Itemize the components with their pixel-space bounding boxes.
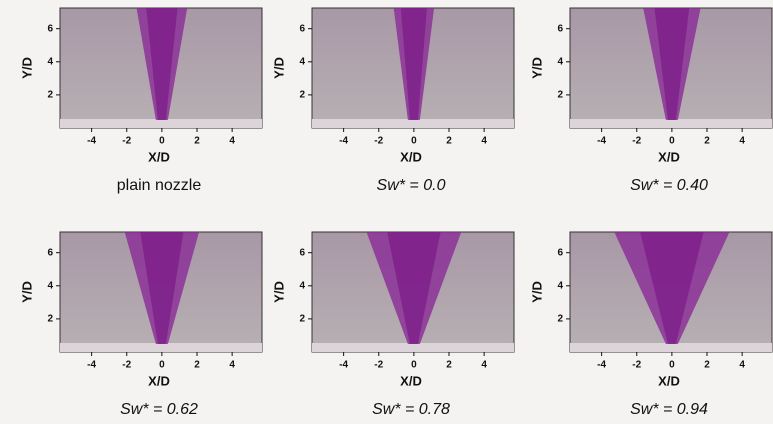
- y-axis-title: Y/D: [271, 281, 286, 303]
- y-axis-title: Y/D: [19, 281, 34, 303]
- x-tick-label: 0: [669, 360, 675, 371]
- x-tick-label: -2: [122, 136, 131, 147]
- caption: plain nozzle: [117, 177, 202, 194]
- y-tick-label: 6: [47, 247, 53, 258]
- panel: -4 -2 0 2 4 2 4 6 X/D Y/D Sw* = 0.40: [529, 7, 773, 194]
- x-axis-title: X/D: [400, 373, 422, 388]
- panel: -4 -2 0 2 4 2 4 6 X/D Y/D Sw* = 0.62: [19, 231, 263, 418]
- y-tick-label: 2: [299, 90, 305, 101]
- x-tick-label: -2: [632, 360, 641, 371]
- y-tick-label: 6: [557, 247, 563, 258]
- x-tick-label: 0: [159, 136, 165, 147]
- y-tick-label: 2: [299, 314, 305, 325]
- x-tick-label: -2: [374, 136, 383, 147]
- x-axis-title: X/D: [148, 149, 170, 164]
- panel: -4 -2 0 2 4 2 4 6 X/D Y/D Sw* = 0.78: [271, 231, 515, 418]
- x-tick-label: 2: [704, 360, 710, 371]
- y-tick-label: 6: [47, 23, 53, 34]
- nozzle-plate: [312, 343, 514, 352]
- x-tick-label: 4: [739, 360, 745, 371]
- y-tick-label: 6: [299, 247, 305, 258]
- panel: -4 -2 0 2 4 2 4 6 X/D Y/D Sw* = 0.0: [271, 7, 515, 194]
- caption: Sw* = 0.94: [630, 401, 708, 418]
- x-tick-label: -2: [632, 136, 641, 147]
- x-tick-label: -2: [374, 360, 383, 371]
- x-tick-label: -4: [339, 360, 348, 371]
- plume-core: [400, 8, 427, 120]
- y-tick-label: 6: [557, 23, 563, 34]
- x-tick-label: -4: [87, 136, 96, 147]
- caption: Sw* = 0.78: [372, 401, 450, 418]
- x-tick-label: 2: [704, 136, 710, 147]
- plume-core: [640, 232, 704, 344]
- x-tick-label: -4: [339, 136, 348, 147]
- x-tick-label: 2: [446, 136, 452, 147]
- x-tick-label: 4: [229, 136, 235, 147]
- nozzle-plate: [570, 119, 772, 128]
- x-tick-label: 0: [411, 360, 417, 371]
- nozzle-plate: [312, 119, 514, 128]
- y-tick-label: 2: [47, 314, 53, 325]
- plume-core: [654, 8, 690, 120]
- y-tick-label: 2: [47, 90, 53, 101]
- plume-core: [387, 232, 441, 344]
- plume-core: [140, 232, 184, 344]
- y-tick-label: 2: [557, 90, 563, 101]
- caption: Sw* = 0.0: [377, 177, 446, 194]
- x-tick-label: 0: [159, 360, 165, 371]
- y-tick-label: 4: [557, 280, 563, 291]
- plume-core: [146, 8, 178, 120]
- x-axis-title: X/D: [658, 149, 680, 164]
- y-tick-label: 4: [557, 56, 563, 67]
- y-axis-title: Y/D: [19, 57, 34, 79]
- x-tick-label: -4: [87, 360, 96, 371]
- y-tick-label: 4: [47, 56, 53, 67]
- y-tick-label: 4: [299, 280, 305, 291]
- x-tick-label: 4: [229, 360, 235, 371]
- y-axis-title: Y/D: [271, 57, 286, 79]
- y-tick-label: 2: [557, 314, 563, 325]
- x-axis-title: X/D: [400, 149, 422, 164]
- x-tick-label: 4: [481, 136, 487, 147]
- x-tick-label: -4: [597, 360, 606, 371]
- x-axis-title: X/D: [148, 373, 170, 388]
- x-tick-label: 0: [411, 136, 417, 147]
- y-tick-label: 6: [299, 23, 305, 34]
- x-tick-label: 2: [194, 136, 200, 147]
- panel: -4 -2 0 2 4 2 4 6 X/D Y/D plain nozzle: [19, 7, 263, 194]
- x-tick-label: 2: [194, 360, 200, 371]
- x-tick-label: 2: [446, 360, 452, 371]
- x-tick-label: -4: [597, 136, 606, 147]
- caption: Sw* = 0.62: [120, 401, 198, 418]
- y-axis-title: Y/D: [529, 57, 544, 79]
- x-tick-label: 0: [669, 136, 675, 147]
- x-tick-label: -2: [122, 360, 131, 371]
- caption: Sw* = 0.40: [630, 177, 708, 194]
- nozzle-plate: [60, 343, 262, 352]
- x-tick-label: 4: [481, 360, 487, 371]
- nozzle-plate: [570, 343, 772, 352]
- y-tick-label: 4: [299, 56, 305, 67]
- y-tick-label: 4: [47, 280, 53, 291]
- nozzle-plate: [60, 119, 262, 128]
- x-axis-title: X/D: [658, 373, 680, 388]
- panel: -4 -2 0 2 4 2 4 6 X/D Y/D Sw* = 0.94: [529, 231, 773, 418]
- y-axis-title: Y/D: [529, 281, 544, 303]
- x-tick-label: 4: [739, 136, 745, 147]
